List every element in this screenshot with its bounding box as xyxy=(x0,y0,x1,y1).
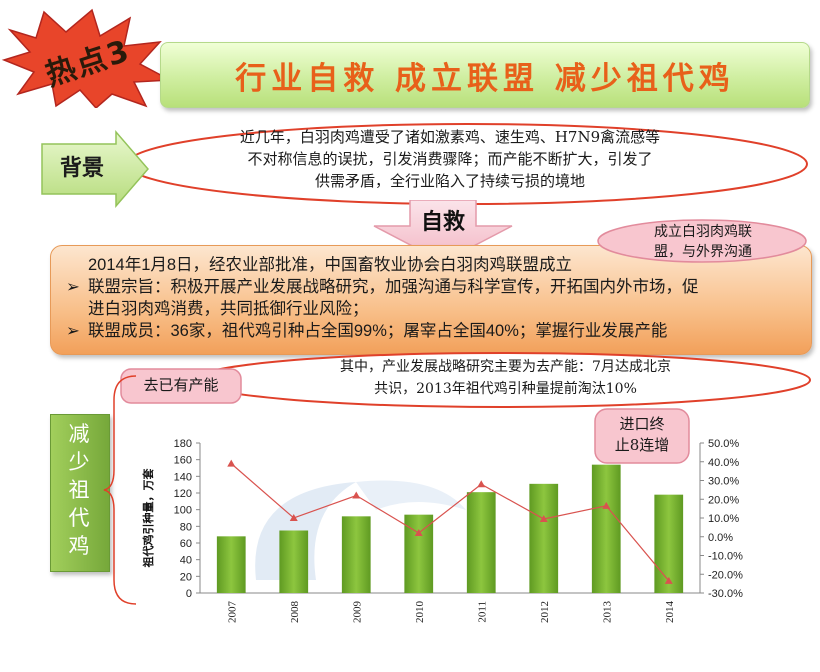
background-text: 近几年，白羽肉鸡遭受了诸如激素鸡、速生鸡、H7N9禽流感等 不对称信息的误扰，引… xyxy=(170,126,730,192)
chart-labels: 0 20 40 60 80 100 120 140 160 180 -30.0% -20.0% -10.… xyxy=(141,438,743,623)
bullet-icon: ➢ xyxy=(66,278,80,296)
bar xyxy=(216,536,246,593)
reduce-gp-side-label: 减 少 祖 代 鸡 xyxy=(50,420,108,560)
y-axis-title: 祖代鸡引种量，万套 xyxy=(141,468,155,569)
bullet-icon: ➢ xyxy=(66,322,80,340)
callout-line: 盟，与外界沟通 xyxy=(654,244,752,260)
growth-line-path xyxy=(230,463,670,582)
x-tick-label: 2011 xyxy=(476,601,488,623)
right-tick-label: 10.0% xyxy=(708,513,739,525)
callout-line: 止8连增 xyxy=(614,436,670,454)
alliance-line: ➢ 联盟宗旨：积极开展产业发展战略研究，加强沟通与科学宣传，开拓国内外市场，促 xyxy=(66,276,802,298)
background-line: 不对称信息的误扰，引发消费骤降；而产能不断扩大，引发了 xyxy=(247,150,653,168)
growth-point xyxy=(289,514,298,521)
x-tick-label: 2010 xyxy=(414,601,426,624)
bar xyxy=(466,492,496,593)
x-tick-label: 2014 xyxy=(664,601,676,624)
bar xyxy=(654,494,684,593)
right-tick-label: 30.0% xyxy=(708,476,739,488)
alliance-panel xyxy=(50,245,812,355)
gp-import-chart: 0 20 40 60 80 100 120 140 160 180 -30.0% -20.0% -10.… xyxy=(141,438,743,623)
strategy-note-line: 共识，2013年祖代鸡引种量提前淘汰10% xyxy=(374,381,637,397)
chart-bars xyxy=(216,464,684,593)
bar xyxy=(529,483,559,593)
alliance-callout xyxy=(597,219,807,263)
growth-point xyxy=(414,529,423,536)
growth-point xyxy=(539,514,548,522)
left-tick-label: 120 xyxy=(174,488,192,500)
alliance-line-text: 联盟宗旨：积极开展产业发展战略研究，加强沟通与科学宣传，开拓国内外市场，促 xyxy=(88,278,699,296)
self-rescue-arrow xyxy=(373,200,513,263)
background-line: 供需矛盾，全行业陷入了持续亏损的境地 xyxy=(314,172,585,190)
strategy-note-line: 其中，产业发展战略研究主要为去产能：7月达成北京 xyxy=(340,359,671,375)
alliance-text: 2014年1月8日，经农业部批准，中国畜牧业协会白羽肉鸡联盟成立 ➢ 联盟宗旨：积… xyxy=(66,254,802,342)
left-tick-label: 160 xyxy=(174,455,192,467)
side-char: 祖 xyxy=(68,478,90,502)
left-tick-label: 60 xyxy=(180,538,192,550)
import-callout-text: 进口终 止8连增 xyxy=(594,414,690,456)
right-tick-label: 0.0% xyxy=(708,532,733,544)
alliance-line-text: 2014年1月8日，经农业部批准，中国畜牧业协会白羽肉鸡联盟成立 xyxy=(88,256,573,274)
left-tick-label: 100 xyxy=(174,505,192,517)
side-char: 减 xyxy=(68,422,90,446)
background-line: 近几年，白羽肉鸡遭受了诸如激素鸡、速生鸡、H7N9禽流感等 xyxy=(239,128,661,146)
alliance-callout-text: 成立白羽肉鸡联 盟，与外界沟通 xyxy=(606,222,800,262)
x-tick-label: 2012 xyxy=(539,601,551,623)
strategy-note: 其中，产业发展战略研究主要为去产能：7月达成北京 共识，2013年祖代鸡引种量提… xyxy=(228,356,783,400)
growth-point xyxy=(602,501,611,509)
left-tick-label: 180 xyxy=(174,438,192,450)
title-banner: 行业自救 成立联盟 减少祖代鸡 xyxy=(160,42,810,108)
right-tick-label: 20.0% xyxy=(708,494,739,506)
x-tick-label: 2007 xyxy=(226,601,238,624)
self-rescue-label: 自救 xyxy=(420,210,465,235)
bar xyxy=(279,530,309,593)
left-tick-label: 140 xyxy=(174,471,192,483)
remove-capacity-text: 去已有产能 xyxy=(143,376,219,394)
side-char: 代 xyxy=(68,506,90,530)
alliance-line-text: 进白羽肉鸡消费，共同抵御行业风险； xyxy=(88,300,369,318)
callout-line: 进口终 xyxy=(619,415,665,433)
side-char: 少 xyxy=(68,450,90,474)
right-tick-label: 50.0% xyxy=(708,438,739,450)
alliance-line: 进白羽肉鸡消费，共同抵御行业风险； xyxy=(66,298,802,320)
alliance-line: ➢ 联盟成员：36家，祖代鸡引种占全国99%；屠宰占全国40%；掌握行业发展产能 xyxy=(66,320,802,342)
alliance-line: 2014年1月8日，经农业部批准，中国畜牧业协会白羽肉鸡联盟成立 xyxy=(66,254,802,276)
right-tick-label: -20.0% xyxy=(708,569,743,581)
x-tick-label: 2008 xyxy=(289,601,301,624)
chart-growth-line xyxy=(227,459,673,584)
growth-point xyxy=(352,491,361,499)
x-tick-label: 2013 xyxy=(601,601,613,624)
growth-point xyxy=(227,459,236,467)
background-label: 背景 xyxy=(59,156,104,181)
callout-line: 成立白羽肉鸡联 xyxy=(654,224,752,240)
bar xyxy=(341,516,371,593)
left-tick-label: 80 xyxy=(180,521,192,533)
left-tick-label: 40 xyxy=(180,555,192,567)
import-callout xyxy=(594,408,690,464)
right-tick-label: -30.0% xyxy=(708,588,743,600)
x-tick-label: 2009 xyxy=(351,601,363,624)
bracket-divider xyxy=(103,375,137,605)
left-tick-label: 20 xyxy=(180,571,192,583)
side-char: 鸡 xyxy=(68,534,90,558)
right-tick-label: -10.0% xyxy=(708,551,743,563)
alliance-line-text: 联盟成员：36家，祖代鸡引种占全国99%；屠宰占全国40%；掌握行业发展产能 xyxy=(88,322,668,340)
growth-point xyxy=(664,576,673,584)
growth-point xyxy=(477,480,486,488)
hot-point-starburst xyxy=(1,8,173,108)
bar xyxy=(591,464,621,593)
background-arrow xyxy=(41,130,149,208)
reduce-gp-side-panel xyxy=(50,414,110,572)
page-title: 行业自救 成立联盟 减少祖代鸡 xyxy=(235,61,735,97)
right-tick-label: 40.0% xyxy=(708,457,739,469)
remove-capacity-callout xyxy=(120,368,242,404)
left-tick-label: 0 xyxy=(186,588,192,600)
